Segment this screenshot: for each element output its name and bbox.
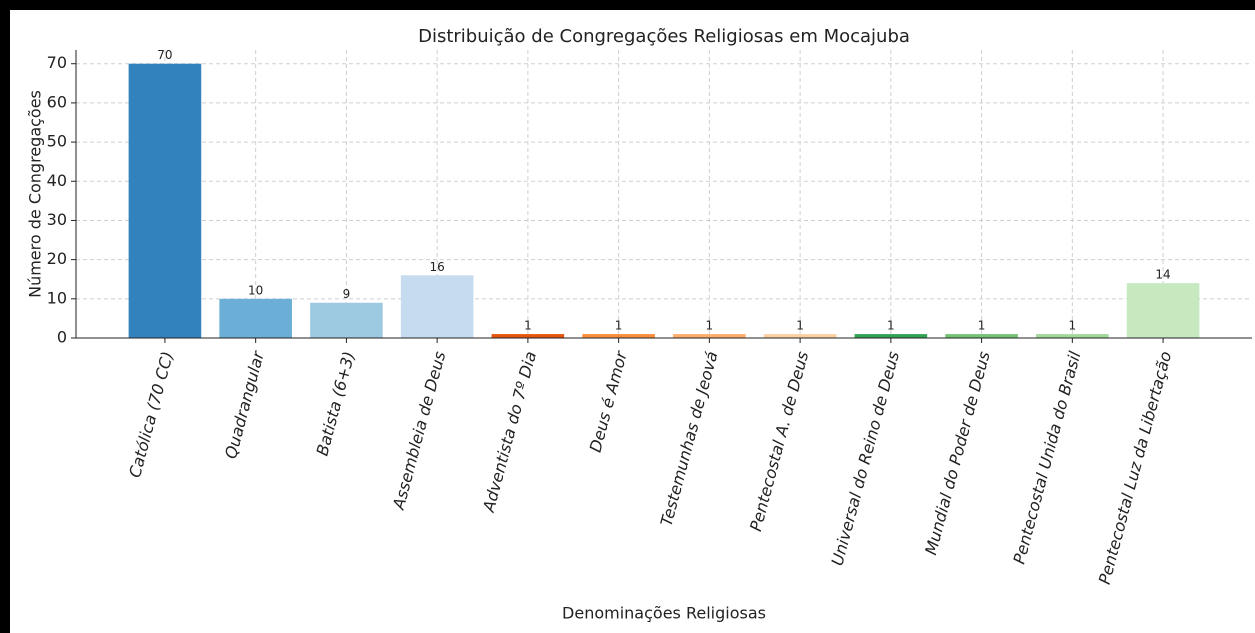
y-tick-label: 70: [47, 53, 67, 72]
value-label: 1: [524, 319, 532, 333]
bar: [491, 334, 565, 338]
y-tick-label: 10: [47, 288, 67, 307]
y-tick-label: 60: [47, 92, 67, 111]
value-label: 9: [343, 287, 351, 301]
y-tick-label: 30: [47, 210, 67, 229]
value-label: 70: [157, 48, 172, 62]
bar: [763, 334, 837, 338]
value-label: 1: [978, 319, 986, 333]
value-label: 1: [796, 319, 804, 333]
value-label: 14: [1155, 268, 1170, 282]
bar: [1126, 283, 1200, 338]
bar: [400, 275, 474, 338]
value-label: 1: [887, 319, 895, 333]
value-label: 10: [248, 283, 263, 297]
value-label: 16: [430, 260, 445, 274]
x-axis-label: Denominações Religiosas: [562, 604, 766, 623]
bar: [673, 334, 746, 338]
bar: [219, 298, 292, 338]
y-tick-label: 50: [47, 132, 67, 151]
chart-title: Distribuição de Congregações Religiosas …: [418, 26, 910, 47]
y-tick-label: 0: [57, 328, 67, 347]
bar: [854, 334, 928, 338]
background: [10, 10, 1255, 633]
y-tick-label: 40: [47, 171, 67, 190]
value-label: 1: [1069, 319, 1077, 333]
value-label: 1: [615, 319, 623, 333]
bar: [945, 334, 1018, 338]
y-axis-label: Número de Congregações: [26, 90, 45, 298]
bar: [582, 334, 655, 338]
bar: [128, 63, 202, 338]
y-tick-label: 20: [47, 249, 67, 268]
bar: [1036, 334, 1109, 338]
value-label: 1: [706, 319, 714, 333]
bar: [310, 302, 383, 338]
